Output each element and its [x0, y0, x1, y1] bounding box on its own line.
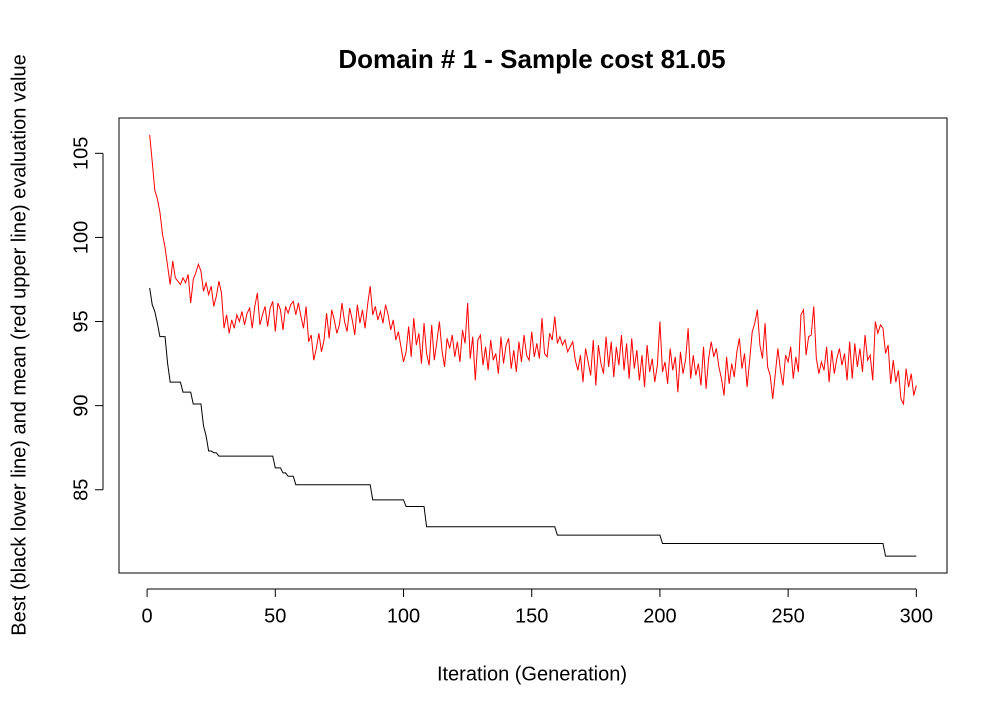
x-tick-label: 0	[142, 605, 153, 627]
x-axis-label: Iteration (Generation)	[437, 663, 627, 685]
x-tick-label: 200	[643, 605, 676, 627]
series-line	[149, 287, 917, 557]
y-tick-label: 95	[70, 310, 92, 332]
plot-frame	[118, 117, 948, 574]
x-tick-label: 100	[387, 605, 420, 627]
x-tick-label: 250	[771, 605, 804, 627]
y-tick-label: 105	[70, 137, 92, 170]
chart-title: Domain # 1 - Sample cost 81.05	[338, 44, 725, 74]
y-tick-label: 90	[70, 395, 92, 417]
y-tick-label: 100	[70, 221, 92, 254]
y-axis-label: Best (black lower line) and mean (red up…	[8, 54, 30, 635]
x-tick-label: 300	[900, 605, 933, 627]
y-tick-label: 85	[70, 479, 92, 501]
x-tick-label: 150	[515, 605, 548, 627]
x-tick-label: 50	[264, 605, 286, 627]
series-line	[149, 134, 917, 406]
